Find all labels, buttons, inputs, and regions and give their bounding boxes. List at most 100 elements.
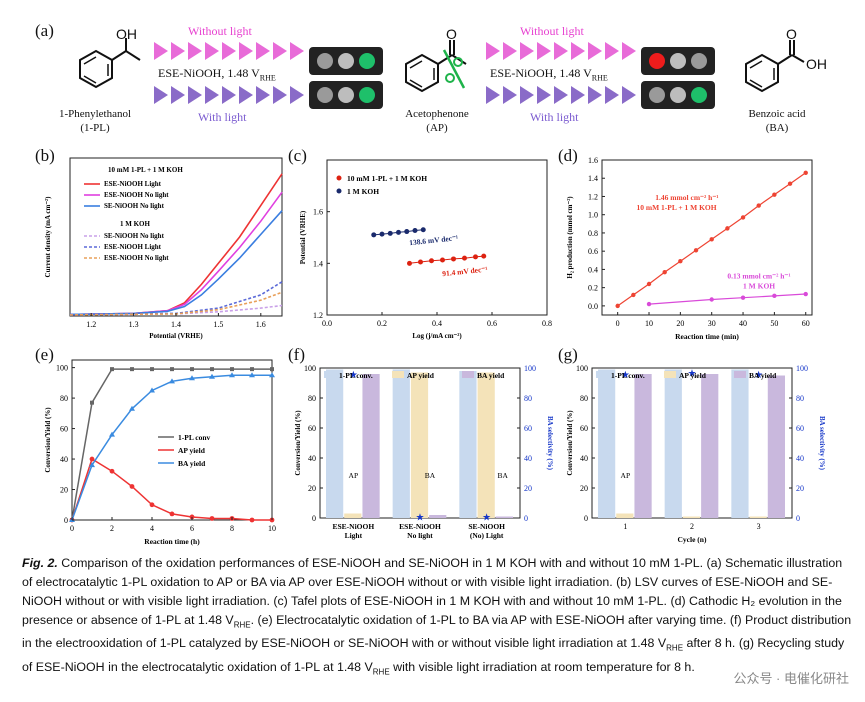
data-point <box>481 253 487 259</box>
data-point <box>440 257 445 263</box>
selectivity-star: ★ <box>482 513 491 524</box>
chart-c-tafel: 0.0 0.2 0.4 0.6 0.8 1.2 1.4 1.6 Log (j/mA cm⁻²) P… <box>299 159 552 340</box>
legend-label: 1-PL conv <box>178 433 211 442</box>
pink-arrow-row-2 <box>486 42 639 60</box>
y-axis-label: H₂ production (mmol cm⁻²) <box>566 196 574 279</box>
mol3-abbr: (BA) <box>765 122 789 134</box>
y-tick-label: 60 <box>580 424 588 433</box>
annotation: 0.13 mmol cm⁻² h⁻¹ <box>727 272 790 281</box>
y-tick-label: 1.0 <box>588 211 598 220</box>
data-point <box>150 367 154 372</box>
y-tick-label: 60 <box>60 425 68 434</box>
oh-label-1: OH <box>116 26 137 42</box>
x-tick-label: 0.0 <box>322 319 332 328</box>
legend-label: ESE-NiOOH No light <box>104 254 169 262</box>
bar <box>344 513 362 518</box>
data-point <box>473 254 478 260</box>
bar <box>616 513 634 518</box>
bar <box>392 369 410 518</box>
series-line-5 <box>69 291 283 316</box>
data-point <box>371 232 377 238</box>
y2-tick-label: 80 <box>796 394 804 403</box>
x-tick-label: 50 <box>770 319 778 328</box>
annotation: 138.6 mV dec⁻¹ <box>409 233 459 247</box>
bar <box>477 372 495 518</box>
x-tick-label: No light <box>407 531 433 540</box>
x-tick-label: SE-NiOOH <box>468 522 505 531</box>
bar <box>362 374 380 518</box>
data-point <box>170 367 174 372</box>
panel-f-label: (f) <box>288 345 305 364</box>
data-point <box>787 181 793 186</box>
data-point <box>189 514 195 520</box>
annotation: 91.4 mV dec⁻¹ <box>442 265 488 279</box>
data-point <box>772 192 777 197</box>
data-point <box>772 293 777 299</box>
y-tick-label: 100 <box>56 364 68 373</box>
x-tick-label: 6 <box>190 524 194 533</box>
y-axis-label: Current density (mA cm⁻²) <box>44 196 52 278</box>
annotation: 10 mM 1-PL + 1 M KOH <box>636 203 716 212</box>
legend-title-1: 10 mM 1-PL + 1 M KOH <box>108 166 183 174</box>
bar <box>634 374 652 518</box>
data-point <box>169 378 175 384</box>
mol2-name: Acetophenone <box>405 108 469 120</box>
panel-a-label: (a) <box>35 21 54 40</box>
data-point <box>110 367 114 372</box>
data-point <box>209 516 215 521</box>
legend-title-2: 1 M KOH <box>120 220 150 228</box>
mol1-name: 1-Phenylethanol <box>58 108 132 120</box>
bar <box>326 369 344 518</box>
y-tick-label: 80 <box>60 394 68 403</box>
legend-label: SE-NiOOH No light <box>104 232 165 240</box>
bar <box>682 516 701 518</box>
figure-caption: Fig. 2. Comparison of the oxidation perf… <box>22 556 852 677</box>
legend-label: ESE-NiOOH Light <box>104 180 162 188</box>
x-tick-label: 0.6 <box>487 319 497 328</box>
violet-arrow-row-2 <box>486 86 639 104</box>
data-point <box>230 367 234 372</box>
annotation: 1.46 mmol cm⁻² h⁻¹ <box>655 193 718 202</box>
y2-tick-label: 40 <box>796 454 804 463</box>
data-point <box>229 372 235 378</box>
x-tick-label: 0.2 <box>377 319 387 328</box>
legend-label: SE-NiOOH No light <box>104 202 165 210</box>
annotation: BA <box>425 471 436 480</box>
without-light-label-1: Without light <box>188 24 252 38</box>
data-point <box>740 215 746 220</box>
x-tick-label: 0 <box>70 524 74 533</box>
y-tick-label: 40 <box>308 454 316 463</box>
y2-axis-label: BA selectivity (%) <box>818 416 826 471</box>
y-tick-label: 0.2 <box>588 284 598 293</box>
data-point <box>210 367 214 372</box>
data-point <box>89 462 95 468</box>
y-tick-label: 0 <box>312 514 316 523</box>
data-point <box>709 237 714 242</box>
traffic-light-icon-2 <box>641 47 715 109</box>
mol2-abbr: (AP) <box>426 122 448 134</box>
data-point <box>190 367 194 372</box>
condition-label-2: ESE-NiOOH, 1.48 VRHE <box>490 66 608 83</box>
x-tick-label: 60 <box>802 319 810 328</box>
y-axis-label: Potential (VRHE) <box>299 210 307 264</box>
data-point <box>678 259 683 264</box>
condition-label-1: ESE-NiOOH, 1.48 VRHE <box>158 66 276 83</box>
data-point <box>412 228 418 234</box>
watermark-footer: 公众号 · 电催化研社 <box>733 671 849 686</box>
y-tick-label: 100 <box>304 364 316 373</box>
data-point <box>693 248 699 253</box>
y-tick-label: 1.4 <box>313 259 323 268</box>
data-point <box>662 269 667 275</box>
y-tick-label: 80 <box>580 394 588 403</box>
legend-swatch <box>392 371 404 378</box>
annotation: 1 M KOH <box>743 282 775 291</box>
legend-label: ESE-NiOOH Light <box>104 243 162 251</box>
y2-tick-label: 20 <box>524 484 532 493</box>
data-point <box>740 295 746 300</box>
plot-frame <box>71 359 273 521</box>
data-point <box>420 227 426 233</box>
series-line-1 <box>69 191 283 316</box>
mol3-name: Benzoic acid <box>748 108 806 120</box>
legend-label: BA yield <box>477 371 505 380</box>
data-point <box>396 229 401 235</box>
